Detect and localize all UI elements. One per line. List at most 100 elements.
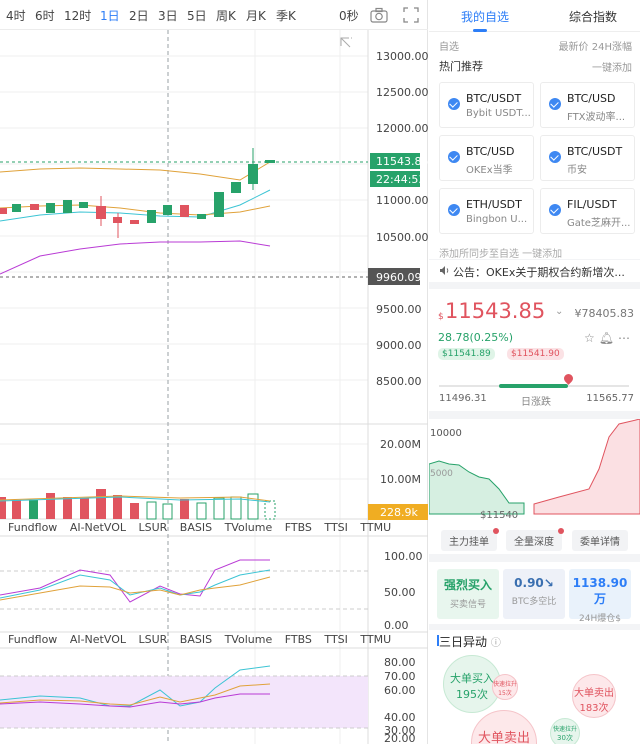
indicator-tab[interactable]: FTBS: [284, 521, 312, 534]
indicator-tab[interactable]: Fundflow: [8, 521, 58, 534]
range-marker-icon: [562, 372, 576, 385]
osc2-tick: 30.00: [384, 724, 416, 737]
indicator-tab[interactable]: BASIS: [179, 633, 213, 646]
long-short-card[interactable]: 0.90↘ BTC多空比: [503, 569, 565, 619]
check-icon[interactable]: [549, 204, 561, 216]
indicator-tab[interactable]: TVolume: [224, 521, 273, 534]
indicator-tab[interactable]: AI-NetVOL: [69, 521, 126, 534]
timeframe-week[interactable]: 周K: [216, 9, 236, 23]
bubble-count: 30次: [557, 734, 573, 742]
button-label: 主力挂单: [449, 537, 489, 548]
bubble-title: 大单卖出: [574, 688, 614, 699]
bubble[interactable]: 大单卖出: [471, 710, 537, 744]
volume-tick: 10.00M: [380, 473, 421, 486]
bubble[interactable]: 大单卖出 183次: [572, 674, 616, 718]
indicator-tab[interactable]: TTSI: [324, 521, 348, 534]
indicator-tab[interactable]: LSUR: [138, 521, 168, 534]
range-low: 11496.31: [439, 393, 487, 404]
chevron-down-icon[interactable]: ⌄: [555, 306, 564, 317]
card-pair: ETH/USDT: [466, 198, 522, 211]
card-exchange: Bingbon U...: [466, 214, 528, 225]
check-icon[interactable]: [448, 98, 460, 110]
bubble[interactable]: 快速拉升 15次: [492, 674, 518, 700]
card-exchange: 币安: [567, 165, 587, 176]
price-tick: 9000.00: [376, 339, 422, 352]
check-icon[interactable]: [549, 151, 561, 163]
indicator-tab[interactable]: TTMU: [360, 633, 392, 646]
candle-countdown: 0秒: [339, 9, 359, 23]
order-details-button[interactable]: 委单详情: [572, 530, 628, 551]
timeframe-12h[interactable]: 12时: [64, 9, 92, 23]
bubble[interactable]: 大单买入 195次: [443, 655, 501, 713]
timeframe-3d[interactable]: 3日: [158, 9, 178, 23]
action-icons: ☆🔔︎⋯: [584, 331, 634, 345]
expand-chart-icon[interactable]: [340, 37, 352, 48]
indicator-tab[interactable]: TTMU: [360, 521, 392, 534]
ma-lower-line: [0, 204, 271, 216]
osc1-tick: 0.00: [384, 619, 409, 632]
full-depth-button[interactable]: 全量深度: [506, 528, 564, 551]
star-icon[interactable]: ☆: [584, 331, 599, 345]
long-short-label: BTC多空比: [511, 597, 557, 607]
tab-my-favorites[interactable]: 我的自选: [461, 10, 510, 24]
indicator-tab[interactable]: TTSI: [324, 633, 348, 646]
depth-axis-top: 10000: [430, 428, 462, 439]
price-summary: $ 11543.85 ⌄ ¥78405.83 28.78(0.25%) ☆🔔︎⋯…: [429, 289, 640, 411]
timeframe-2d[interactable]: 2日: [129, 9, 149, 23]
camera-icon[interactable]: [370, 7, 388, 23]
recommend-card[interactable]: BTC/USDT Bybit USDT...: [439, 82, 534, 128]
indicator-tabs: Fundflow AI-NetVOL LSUR BASIS TVolume FT…: [8, 521, 400, 534]
volume-label: 228.9k: [380, 506, 418, 519]
tab-composite-index[interactable]: 综合指数: [569, 10, 618, 24]
currency-symbol: $: [438, 312, 444, 322]
timeframe-4h[interactable]: 4时: [6, 9, 26, 23]
fullscreen-icon[interactable]: [403, 7, 419, 23]
bell-icon[interactable]: 🔔︎: [598, 331, 618, 345]
bubble-count: 195次: [456, 688, 488, 701]
timeframe-5d[interactable]: 5日: [187, 9, 207, 23]
last-price: 11543.85: [445, 299, 546, 323]
indicator-tab[interactable]: Fundflow: [8, 633, 58, 646]
timeframe-quarter[interactable]: 季K: [276, 9, 296, 23]
sync-favorites-hint[interactable]: 添加所同步至自选 一键添加: [439, 249, 563, 260]
osc2-tick: 20.00: [384, 732, 416, 744]
timeframe-month[interactable]: 月K: [246, 9, 266, 23]
card-exchange: Bybit USDT...: [466, 108, 531, 119]
bubble-count: 183次: [579, 703, 609, 714]
price-tick: 11000.00: [376, 194, 428, 207]
osc1-tick: 100.00: [384, 550, 423, 563]
indicator-tab[interactable]: TVolume: [224, 633, 273, 646]
indicator-tab[interactable]: AI-NetVOL: [69, 633, 126, 646]
last-price-label: 11543.85: [376, 155, 428, 168]
main-orders-button[interactable]: 主力挂单: [441, 528, 499, 551]
depth-mid-price: $11540: [480, 510, 519, 521]
more-icon[interactable]: ⋯: [618, 331, 634, 345]
indicator-tab[interactable]: FTBS: [284, 633, 312, 646]
announcement-text: 公告：OKEx关于期权合约新增次...: [453, 266, 625, 279]
recommend-card[interactable]: BTC/USD FTX波动率...: [540, 82, 635, 128]
liquidation-card[interactable]: 1138.90万 24H爆仓$: [569, 569, 631, 624]
check-icon[interactable]: [448, 204, 460, 216]
depth-chart[interactable]: [429, 419, 640, 524]
range-label: 日涨跌: [521, 397, 551, 408]
indicator-tab[interactable]: LSUR: [138, 633, 168, 646]
recommend-card[interactable]: BTC/USDT 币安: [540, 135, 635, 181]
signal-card[interactable]: 强烈买入 买卖信号: [437, 569, 499, 619]
timeframe-6h[interactable]: 6时: [35, 9, 55, 23]
help-icon[interactable]: ⓘ: [490, 638, 501, 649]
badge-dot: [558, 528, 564, 534]
kline-chart[interactable]: 13000.00 12500.00 12000.00 11000.00 1050…: [0, 30, 428, 744]
depth-axis-mid: 5000: [430, 469, 453, 479]
check-icon[interactable]: [549, 98, 561, 110]
badge-dot: [493, 528, 499, 534]
timeframe-1d[interactable]: 1日: [100, 9, 120, 23]
one-click-add-button[interactable]: 一键添加: [592, 63, 632, 74]
indicator-tab[interactable]: BASIS: [179, 521, 213, 534]
bubble[interactable]: 快速拉升 30次: [550, 718, 580, 744]
recommend-card[interactable]: BTC/USD OKEx当季: [439, 135, 534, 181]
recommend-card[interactable]: ETH/USDT Bingbon U...: [439, 188, 534, 234]
announcement-bar[interactable]: 公告：OKEx关于期权合约新增次...: [429, 260, 640, 282]
liquidation-label: 24H爆仓$: [579, 614, 621, 624]
recommend-card[interactable]: FIL/USDT Gate芝麻开...: [540, 188, 635, 234]
check-icon[interactable]: [448, 151, 460, 163]
